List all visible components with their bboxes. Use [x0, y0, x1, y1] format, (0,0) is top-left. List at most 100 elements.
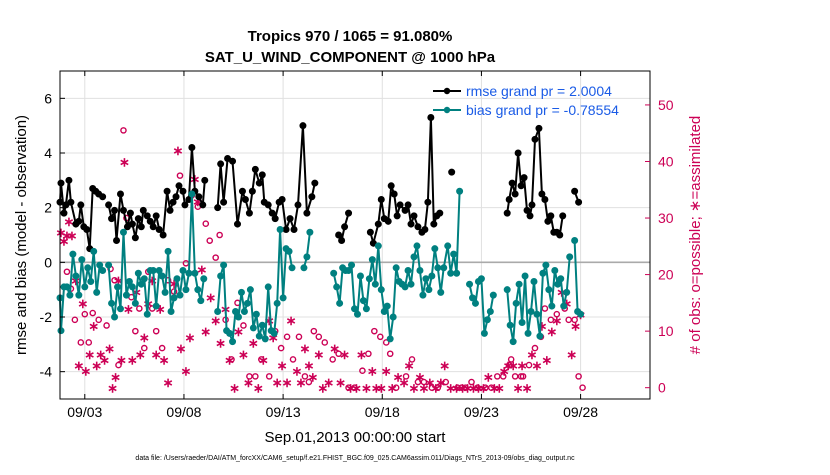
bias-point [249, 324, 257, 332]
possible-obs-marker [414, 378, 422, 386]
possible-obs-marker [158, 344, 166, 352]
assimilated-obs-marker: ∗ [135, 347, 146, 362]
possible-obs-marker [206, 237, 214, 244]
bias-point [149, 267, 157, 275]
bias-point [345, 267, 353, 275]
assimilated-obs-marker: ∗ [339, 347, 350, 362]
rmse-point [308, 193, 316, 201]
rmse-point [505, 195, 513, 203]
bias-point [93, 288, 101, 296]
assimilated-obs-marker: ∗ [313, 347, 324, 362]
possible-obs-marker [462, 384, 469, 391]
possible-obs-marker [371, 327, 378, 335]
assimilated-obs-marker: ∗ [345, 381, 356, 396]
assimilated-obs-marker: ∗ [123, 302, 134, 317]
bias-point [348, 261, 356, 269]
assimilated-obs-marker: ∗ [356, 347, 367, 362]
bias-point [240, 308, 248, 316]
possible-obs-marker [505, 361, 513, 369]
assimilated-obs-marker: ∗ [430, 381, 441, 396]
assimilated-obs-marker: ∗ [570, 318, 581, 333]
assimilated-obs-marker: ∗ [155, 302, 166, 317]
rmse-point [65, 176, 73, 184]
bias-point [72, 272, 80, 280]
possible-obs-marker [295, 333, 303, 341]
assimilated-obs-marker: ∗ [381, 364, 392, 379]
bias-point [336, 299, 344, 307]
bias-point [84, 264, 92, 272]
bias-point [96, 261, 104, 269]
bias-point [122, 291, 130, 299]
bias-point [303, 253, 311, 261]
bias-point [407, 280, 415, 288]
bias-point [577, 310, 585, 318]
assimilated-obs-marker: ∗ [277, 358, 288, 373]
bias-point [486, 308, 494, 316]
bias-point [176, 291, 184, 299]
bias-point [81, 283, 89, 291]
assimilated-obs-marker: ∗ [233, 324, 244, 339]
bias-point [450, 250, 458, 258]
rmse-point [282, 226, 290, 234]
assimilated-obs-marker: ∗ [243, 375, 254, 390]
bias-point [410, 253, 418, 261]
bias-point [466, 280, 474, 288]
assimilated-obs-marker: ∗ [95, 347, 106, 362]
bias-point [444, 242, 452, 250]
possible-obs-marker [277, 344, 285, 352]
possible-obs-marker [283, 333, 291, 341]
possible-obs-marker [257, 356, 265, 363]
rmse-point [149, 223, 157, 231]
possible-obs-marker [420, 378, 428, 386]
rmse-point [108, 215, 116, 223]
rmse-point [335, 231, 343, 239]
rmse-point [169, 198, 177, 206]
possible-obs-marker [454, 384, 461, 391]
bias-point [108, 299, 116, 307]
assimilated-obs-marker: ∗ [173, 143, 184, 158]
rmse-point [535, 124, 543, 132]
assimilated-obs-marker: ∗ [163, 375, 174, 390]
assimilated-obs-marker: ∗ [494, 381, 505, 396]
rmse-point [201, 176, 209, 184]
assimilated-obs-marker: ∗ [468, 381, 479, 396]
possible-obs-marker [553, 310, 561, 318]
bias-point [214, 308, 222, 316]
bias-point [125, 277, 133, 285]
rmse-point [311, 179, 319, 187]
y-axis-label-right: # of obs: o=possible; ∗=assimilated [687, 116, 704, 355]
possible-obs-marker [115, 361, 122, 369]
rmse-point [511, 190, 519, 198]
assimilated-obs-marker: ∗ [439, 358, 450, 373]
rmse-point [436, 209, 444, 217]
assimilated-obs-marker: ∗ [323, 375, 334, 390]
possible-obs-marker [305, 378, 313, 386]
rmse-point [345, 209, 353, 217]
bias-point [530, 277, 538, 285]
bias-point [78, 256, 86, 264]
bias-point [128, 283, 136, 291]
axes-box [59, 70, 651, 400]
bias-point [456, 187, 464, 195]
rmse-point [83, 226, 91, 234]
assimilated-obs-marker: ∗ [169, 276, 180, 291]
assimilated-obs-marker: ∗ [299, 341, 310, 356]
bias-point [119, 228, 127, 236]
bias-point [182, 286, 190, 294]
bias-point [518, 318, 526, 326]
assimilated-obs-marker: ∗ [107, 381, 118, 396]
bias-point [194, 286, 202, 294]
rmse-point [384, 217, 392, 225]
rmse-point [341, 223, 349, 231]
bias-point [111, 313, 119, 321]
bias-point [155, 267, 163, 275]
assimilated-obs-marker: ∗ [414, 369, 425, 384]
rmse-point [57, 179, 65, 187]
rmse-point [181, 201, 189, 209]
possible-obs-marker [310, 327, 318, 335]
assimilated-obs-marker: ∗ [376, 381, 387, 396]
assimilated-obs-marker: ∗ [541, 352, 552, 367]
rmse-point [523, 206, 531, 214]
bias-point [437, 288, 445, 296]
bias-point [365, 275, 373, 283]
